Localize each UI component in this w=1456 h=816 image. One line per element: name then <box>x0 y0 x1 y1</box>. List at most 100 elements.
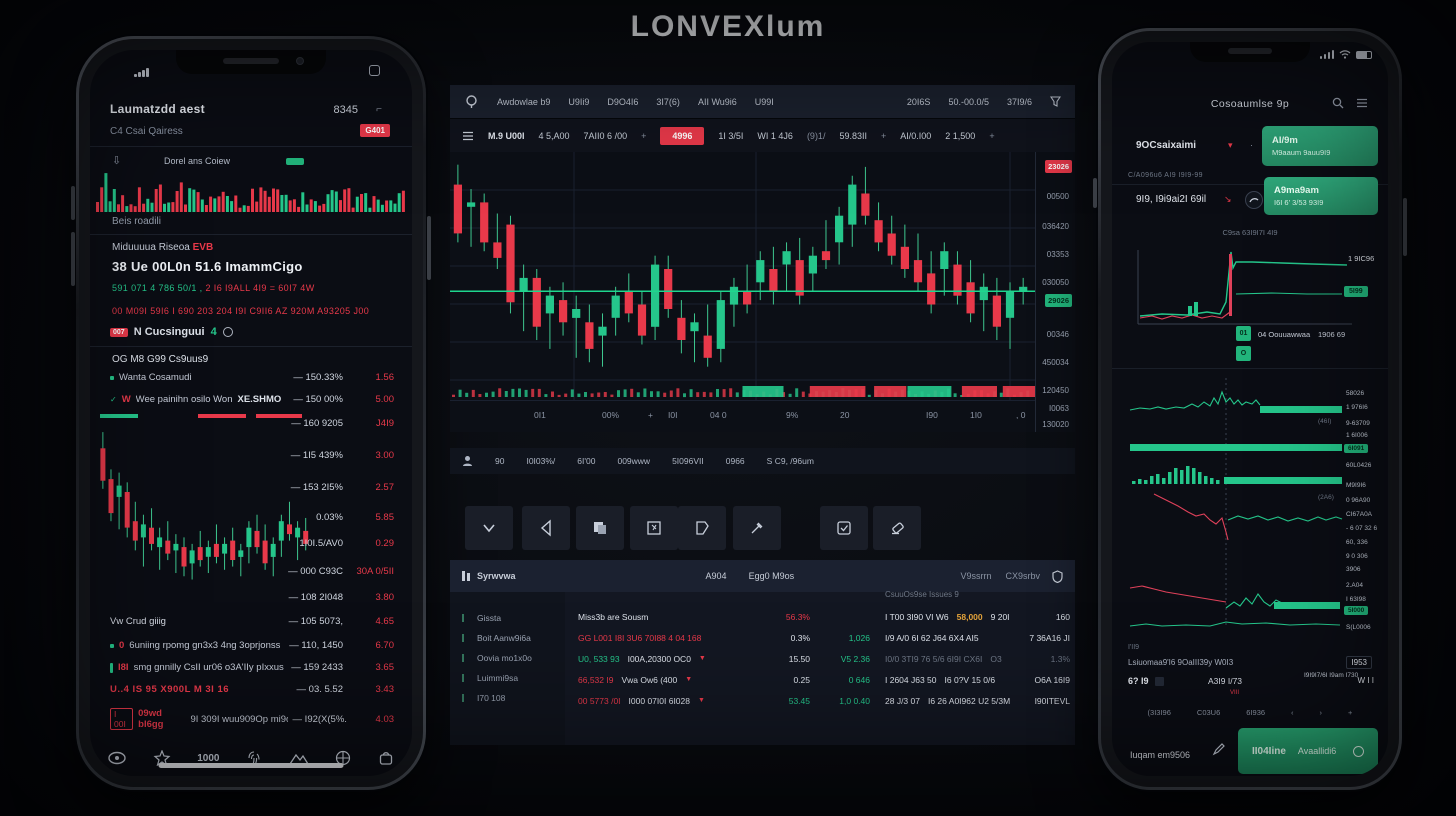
down-arrow-icon: ↘ <box>1224 194 1232 204</box>
table-row[interactable]: 66,532 I9 Vwa Ow6 (400 ▼ 0.25 0 646 <box>578 674 870 685</box>
menu-item[interactable]: Awdowlae b9 <box>497 96 551 107</box>
hamburger-icon[interactable] <box>462 131 474 141</box>
select-box-button[interactable] <box>630 506 678 550</box>
watchlist-row[interactable]: 0.03% 5.85 <box>316 512 394 523</box>
pen-icon[interactable] <box>1212 742 1226 756</box>
plus-icon[interactable]: + <box>641 130 647 141</box>
search-icon[interactable] <box>1332 97 1344 109</box>
time-axis-label: 04 0 <box>710 410 727 420</box>
prev-icon[interactable]: ‹ <box>1291 708 1294 717</box>
star-icon[interactable] <box>153 750 171 766</box>
pagination-item[interactable]: 6I936 <box>1246 708 1266 717</box>
sidebar-item[interactable]: I70 108 <box>450 688 565 708</box>
pin-button[interactable] <box>733 506 781 550</box>
table-row[interactable]: GG L001 I8I 3U6 70I88 4 04 168 0.3% 1,026 <box>578 632 870 643</box>
pagination-item[interactable]: (3I3I96 <box>1147 708 1171 717</box>
watchlist-row[interactable]: I 00I 09wd bI6gg 9I 309I wuu909Op mi9o6 … <box>110 708 394 730</box>
panel-link[interactable]: CX9srbv <box>1005 571 1040 581</box>
copy-button[interactable] <box>576 506 624 550</box>
chevron-icon[interactable]: ⌐ <box>376 104 382 115</box>
indicator-toggle[interactable]: O <box>1236 346 1251 361</box>
table-row[interactable]: Miss3b are Sousm 56.3% <box>578 611 810 622</box>
position-count: 4 <box>210 326 217 338</box>
divider <box>90 346 412 347</box>
eye-icon[interactable] <box>108 751 126 765</box>
table-row[interactable]: I0/0 3TI9 76 5/6 6I9I CX6I O3 1.3% <box>885 653 1070 664</box>
back-triangle-button[interactable] <box>522 506 570 550</box>
sidebar-item-icon <box>462 694 470 702</box>
watchlist-row[interactable]: — 108 2I048 3.80 <box>288 592 394 603</box>
sidebar-item[interactable]: Oovia mo1x0o <box>450 648 565 668</box>
shape-button[interactable] <box>678 506 726 550</box>
menu-icon[interactable] <box>1356 98 1368 108</box>
add-icon[interactable]: + <box>1348 708 1353 717</box>
watchlist-row[interactable]: — 153 2I5% 2.57 <box>290 482 394 493</box>
panel-tab[interactable]: Syrwvwa <box>477 571 516 581</box>
bullet-icon <box>110 643 114 648</box>
axis-label: M9I9I6 <box>1346 482 1366 489</box>
chevron-down-button[interactable] <box>465 506 513 550</box>
table-row[interactable]: 28 J/3 07 I6 26 A0I962 U2 5/3M I90ITEVL <box>885 695 1070 706</box>
indicator-toggle[interactable]: 01 <box>1236 326 1251 341</box>
nav-label[interactable]: 1000 <box>197 752 220 764</box>
watchlist-row[interactable]: — 160 9205 J4I9 <box>291 418 394 429</box>
home-indicator[interactable] <box>158 763 344 768</box>
buy-button[interactable]: A9ma9am I6I 6' 3/53 93I9 <box>1264 177 1378 215</box>
menu-item[interactable]: AII Wu9i6 <box>697 96 737 107</box>
confirm-button[interactable]: II04Iine Avaallidi6 <box>1238 728 1378 774</box>
table-row[interactable]: I/9 A/0 6I 62 J64 6X4 AI5 7 36A16 JI <box>885 632 1070 643</box>
watchlist-row[interactable]: — 000 C93C 30A 0/5II <box>288 566 394 577</box>
panel-link[interactable]: V9ssrrn <box>960 571 992 581</box>
menu-item[interactable]: U9Ii9 <box>568 96 590 107</box>
bag-icon[interactable] <box>378 750 394 766</box>
filter-icon[interactable] <box>1050 96 1061 107</box>
chart-area[interactable]: 23026 00500 036420 03353 030050 29026 00… <box>450 152 1075 432</box>
watchlist-row[interactable]: ✓ W Wee painihn osilo Won XE.SHMO — 150 … <box>110 394 394 405</box>
watchlist-row[interactable]: Wanta Cosamudi — 150.33% 1.56 <box>110 372 394 383</box>
time-axis-label: 1I0 <box>970 410 982 420</box>
buy-button[interactable]: AI/9m M9aaum 9auu9I9 <box>1262 126 1378 166</box>
alert-badge[interactable]: G401 <box>360 124 390 137</box>
sidebar-item[interactable]: Luimmi9sa <box>450 668 565 688</box>
sidebar-item[interactable]: Gissta <box>450 608 565 628</box>
status-item: 5I096VII <box>672 456 704 466</box>
fingerprint-icon[interactable] <box>246 750 262 766</box>
time-axis-label: + <box>648 410 653 420</box>
axis-label: 3906 <box>1346 566 1361 573</box>
panel-tab[interactable]: Egg0 M9os <box>748 571 795 581</box>
info-row: Miduuuua Riseoa EVB <box>112 242 214 253</box>
menu-item[interactable]: D9O4I6 <box>607 96 639 107</box>
app-title: Cosoaumlse 9p <box>1210 98 1290 110</box>
table-row[interactable]: I T00 3I90 VI W6 58,000 9 20I 160 <box>885 611 1070 622</box>
table-row[interactable]: I 2604 J63 50 I6 0?V 15 0/6 O6A 16I9 <box>885 674 1070 685</box>
menu-item[interactable]: U99I <box>754 96 774 107</box>
price-axis: 23026 00500 036420 03353 030050 29026 00… <box>1035 152 1075 432</box>
checkbox-button[interactable] <box>820 506 868 550</box>
plus-icon[interactable]: + <box>989 130 995 141</box>
position-row[interactable]: 007 N Cucsinguui 4 <box>110 326 233 338</box>
wifi-icon <box>1339 50 1351 59</box>
download-icon[interactable]: ⇩ <box>112 155 122 167</box>
axis-label: - 6 07 32 6 <box>1346 525 1378 532</box>
symbol-label[interactable]: M.9 U00I <box>488 130 525 141</box>
sell-button[interactable]: 4996 <box>660 126 705 145</box>
sidebar-item[interactable]: Boit Aanw9i6a <box>450 628 565 648</box>
eraser-button[interactable] <box>873 506 921 550</box>
menu-item[interactable]: 3I7(6) <box>656 96 680 107</box>
plus-icon[interactable]: + <box>880 130 887 141</box>
watchlist-row[interactable]: 1I0I.5/AV0 0.29 <box>299 538 394 549</box>
status-item: S C9, /96um <box>766 456 814 466</box>
next-icon[interactable]: › <box>1319 708 1323 717</box>
account-subtitle: C4 Csai Qairess <box>110 126 183 137</box>
watchlist-row[interactable]: 0 6uniing rpomg gn3x3 4ng 3oprjonss — 11… <box>110 640 394 651</box>
table-row[interactable]: U0, 533 93 I00A,20300 OC0 ▼ 15.50 V5 2.36 <box>578 653 870 664</box>
watchlist-row[interactable]: Vw Crud giiig — 105 5073, 4.65 <box>110 616 394 627</box>
pagination-item[interactable]: C03U6 <box>1196 708 1221 717</box>
table-row[interactable]: 00 5773 /0I I000 07I0I 6I028 ▼ 53.45 1,0 0.… <box>578 695 870 706</box>
watchlist-row[interactable]: U..4 IS 95 X900L M 3I 16 — 03. 5.52 3.43 <box>110 684 394 695</box>
panel-tab[interactable]: A904 <box>705 571 727 581</box>
candlestick-chart[interactable] <box>450 152 1035 400</box>
watchlist-row[interactable]: I8I smg gnnilly CsII ur06 o3A'IIy pIxxus… <box>110 662 394 673</box>
lock-icon <box>369 65 380 76</box>
watchlist-row[interactable]: — 1I5 439% 3.00 <box>290 450 394 461</box>
